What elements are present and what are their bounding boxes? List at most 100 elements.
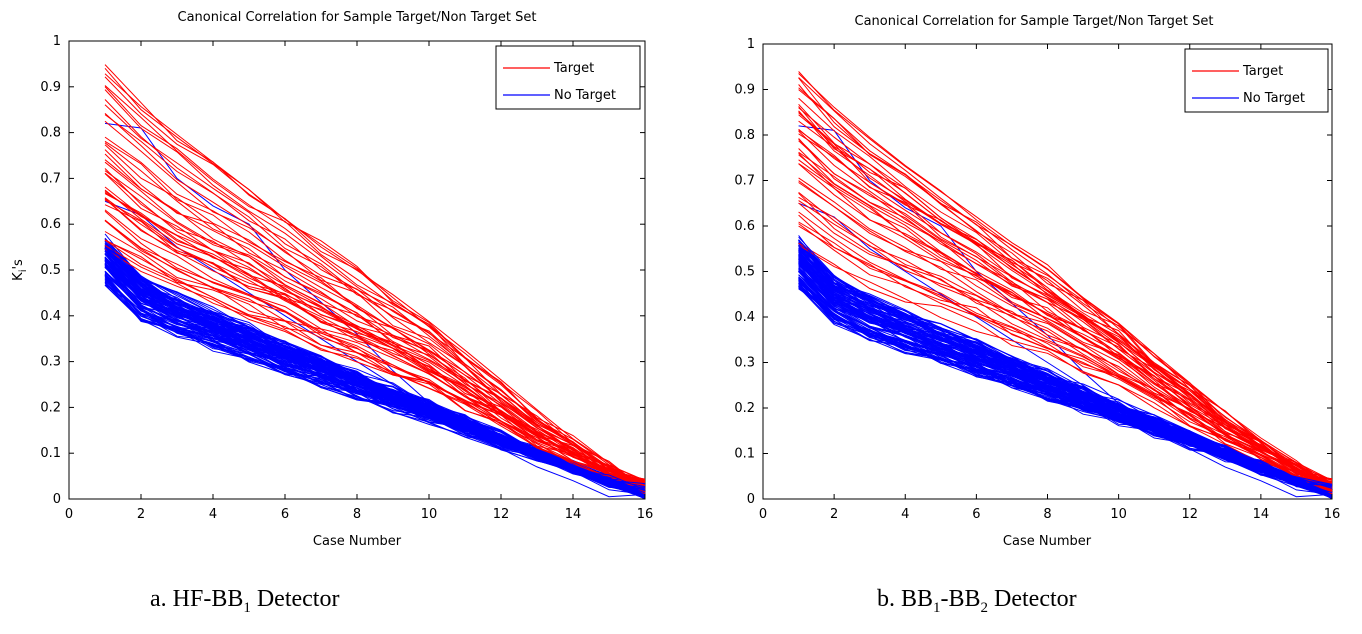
target-series-line	[104, 231, 646, 490]
no-target-series-line	[104, 265, 646, 497]
target-series-line	[798, 128, 1333, 489]
y-tick-label: 0.1	[734, 447, 755, 462]
y-tick-label: 0.6	[734, 219, 755, 234]
legend: Target No Target	[495, 45, 641, 110]
target-series-line	[798, 114, 1333, 490]
target-series-line	[104, 197, 646, 486]
caption-b: b. BB1-BB2 Detector	[877, 586, 1077, 617]
y-tick-label: 0.2	[40, 400, 61, 415]
target-series-line	[798, 182, 1333, 494]
x-tick-label: 14	[1253, 507, 1270, 522]
legend-target-label: Target	[1242, 64, 1283, 79]
target-series-line	[104, 120, 646, 487]
caption-b-sub-2: 2	[980, 599, 989, 616]
target-series-line	[104, 173, 646, 494]
y-tick-label: 0.1	[40, 446, 61, 461]
x-tick-label: 8	[1043, 507, 1051, 522]
x-axis-label: Case Number	[1003, 534, 1092, 549]
y-tick-label: 1	[747, 37, 755, 52]
x-tick-label: 16	[637, 507, 654, 522]
y-tick-label: 0.9	[734, 83, 755, 98]
y-tick-label: 0.8	[734, 128, 755, 143]
y-tick-label: 0.7	[734, 174, 755, 189]
y-tick-label: 0.5	[40, 263, 61, 278]
caption-b-sub-1: 1	[933, 599, 941, 616]
x-tick-label: 4	[901, 507, 909, 522]
y-tick-label: 0.2	[734, 401, 755, 416]
x-tick-label: 0	[759, 507, 767, 522]
y-tick-label: 0.3	[734, 356, 755, 371]
x-tick-label: 12	[1181, 507, 1198, 522]
target-series-line	[798, 242, 1333, 486]
series-lines	[104, 64, 646, 500]
plot-area	[762, 43, 1333, 500]
target-series-line	[104, 142, 646, 480]
x-tick-label: 10	[1110, 507, 1127, 522]
x-tick-label: 2	[830, 507, 838, 522]
x-tick-label: 4	[209, 507, 217, 522]
y-tick-label: 0.6	[40, 217, 61, 232]
legend-no-target-label: No Target	[1243, 91, 1305, 106]
y-tick-label: 0.5	[734, 265, 755, 280]
legend: Target No Target	[1184, 48, 1329, 113]
chart-b: Canonical Correlation for Sample Target/…	[734, 14, 1341, 549]
target-series-line	[104, 220, 646, 495]
no-target-series-line	[798, 244, 1333, 486]
caption-b-prefix: b. BB	[877, 586, 934, 612]
series-lines	[798, 71, 1333, 500]
caption-a-sub: 1	[243, 599, 251, 616]
target-series-line	[104, 67, 646, 490]
chart-a: Canonical Correlation for Sample Target/…	[11, 10, 653, 549]
target-series-line	[104, 159, 646, 486]
x-axis-label: Case Number	[313, 534, 402, 549]
legend-box	[1184, 48, 1329, 113]
y-tick-label: 0.4	[734, 310, 755, 325]
y-tick-label: 1	[53, 34, 61, 49]
y-tick-label: 0	[747, 492, 755, 507]
target-series-line	[104, 114, 646, 484]
no-target-series-line	[798, 277, 1333, 488]
no-target-series-line	[104, 251, 646, 494]
target-series-line	[798, 133, 1333, 488]
y-tick-label: 0.8	[40, 126, 61, 141]
caption-a-suffix: Detector	[250, 586, 340, 612]
x-tick-label: 0	[65, 507, 73, 522]
target-series-line	[798, 71, 1333, 495]
legend-box	[495, 45, 641, 110]
x-tick-label: 12	[493, 507, 510, 522]
no-target-series-line	[104, 274, 646, 496]
y-tick-label: 0.9	[40, 80, 61, 95]
x-tick-label: 14	[565, 507, 582, 522]
target-series-line	[104, 104, 646, 490]
chart-title: Canonical Correlation for Sample Target/…	[178, 10, 537, 25]
target-series-line	[798, 159, 1333, 495]
legend-target-label: Target	[553, 61, 594, 76]
y-axis-label: Ki's	[11, 259, 29, 281]
no-target-series-line	[798, 236, 1333, 496]
target-series-line	[798, 180, 1333, 483]
chart-title: Canonical Correlation for Sample Target/…	[855, 14, 1214, 29]
target-series-line	[798, 112, 1333, 488]
x-tick-label: 2	[137, 507, 145, 522]
no-target-series-line	[798, 270, 1333, 497]
target-series-line	[798, 77, 1333, 484]
y-tick-label: 0.3	[40, 355, 61, 370]
x-tick-label: 6	[972, 507, 980, 522]
no-target-series-line	[104, 275, 646, 500]
x-tick-label: 16	[1324, 507, 1341, 522]
caption-b-suffix: Detector	[988, 586, 1077, 612]
x-tick-label: 6	[281, 507, 289, 522]
target-series-line	[104, 140, 646, 481]
y-tick-label: 0.4	[40, 309, 61, 324]
caption-b-mid: -BB	[940, 586, 981, 612]
target-series-line	[104, 244, 646, 481]
no-target-series-line	[798, 255, 1333, 497]
target-series-line	[104, 193, 646, 484]
target-series-line	[798, 192, 1333, 485]
caption-a: a. HF-BB1 Detector	[150, 586, 339, 617]
axis-ticks: 0 2 4 6 8 10 12 14 16 0 0.1 0.2 0.3 0.4 0.5 0.6 0.7 0.8 0.…	[40, 34, 653, 522]
target-series-line	[104, 239, 646, 484]
target-series-line	[104, 220, 646, 483]
caption-a-prefix: a. HF-BB	[150, 586, 244, 612]
target-series-line	[104, 86, 646, 480]
